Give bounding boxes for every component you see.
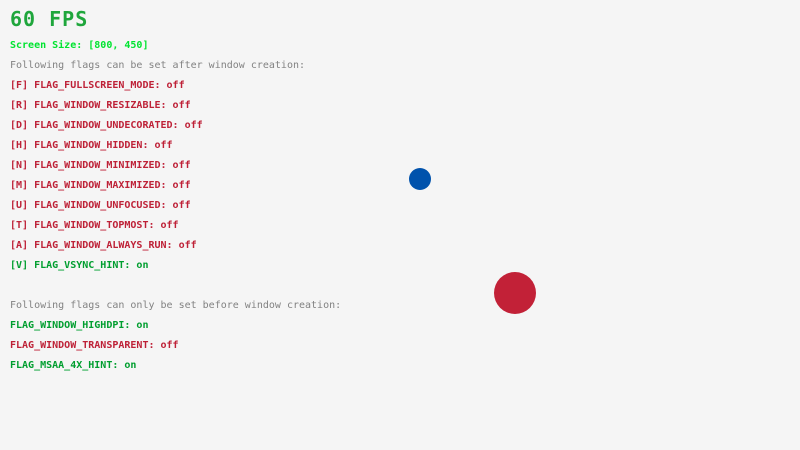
flag-window-unfocused: [U] FLAG_WINDOW_UNFOCUSED: off <box>10 200 191 211</box>
ball-darkblue <box>409 168 431 190</box>
flag-window-always-run: [A] FLAG_WINDOW_ALWAYS_RUN: off <box>10 240 197 251</box>
flag-window-hidden: [H] FLAG_WINDOW_HIDDEN: off <box>10 140 173 151</box>
flag-window-transparent: FLAG_WINDOW_TRANSPARENT: off <box>10 340 179 351</box>
flag-msaa-4x-hint: FLAG_MSAA_4X_HINT: on <box>10 360 137 371</box>
flag-fullscreen-mode: [F] FLAG_FULLSCREEN_MODE: off <box>10 80 185 91</box>
after-creation-heading: Following flags can be set after window … <box>10 60 306 71</box>
ball-maroon <box>494 272 536 314</box>
flag-window-undecorated: [D] FLAG_WINDOW_UNDECORATED: off <box>10 120 203 131</box>
flag-window-topmost: [T] FLAG_WINDOW_TOPMOST: off <box>10 220 179 231</box>
fps-counter: 60 FPS <box>10 7 89 31</box>
flag-window-minimized: [N] FLAG_WINDOW_MINIMIZED: off <box>10 160 191 171</box>
screen-size-label: Screen Size: [800, 450] <box>10 40 149 51</box>
before-creation-heading: Following flags can only be set before w… <box>10 300 342 311</box>
flag-window-resizable: [R] FLAG_WINDOW_RESIZABLE: off <box>10 100 191 111</box>
flag-vsync-hint: [V] FLAG_VSYNC_HINT: on <box>10 260 149 271</box>
flag-window-highdpi: FLAG_WINDOW_HIGHDPI: on <box>10 320 149 331</box>
flag-window-maximized: [M] FLAG_WINDOW_MAXIMIZED: off <box>10 180 191 191</box>
